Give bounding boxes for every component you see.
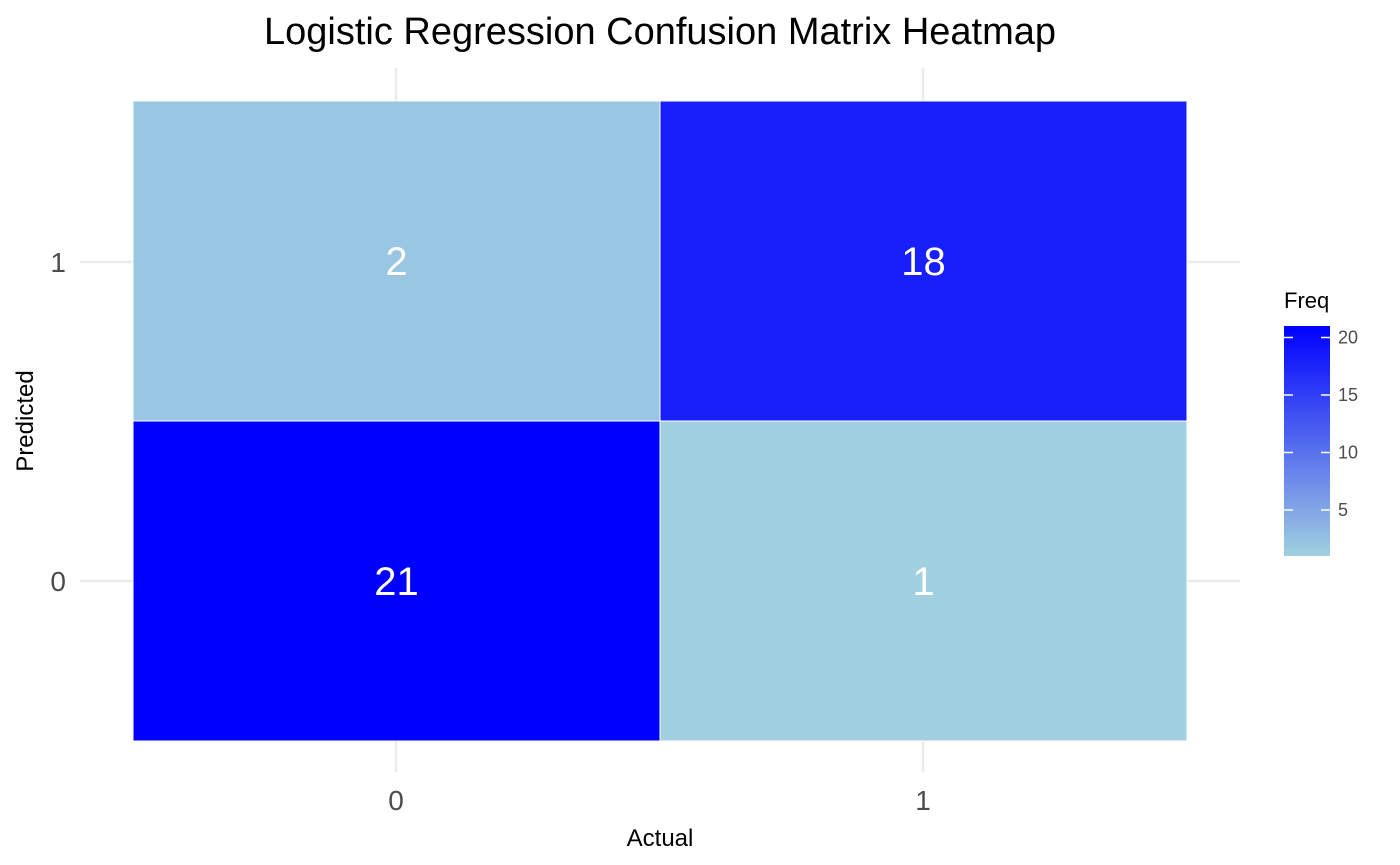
heatmap-cells (132, 100, 1188, 742)
cell-value-label: 18 (901, 240, 946, 284)
y-axis-ticks: 01 (50, 247, 66, 597)
cell-value-label: 2 (385, 240, 407, 284)
chart-title: Logistic Regression Confusion Matrix Hea… (264, 11, 1056, 53)
x-tick-label: 0 (388, 785, 404, 816)
legend-colorbar (1284, 326, 1330, 556)
heatmap-cell (659, 420, 1188, 742)
color-legend: Freq 5 10 15 20 (1284, 288, 1358, 556)
heatmap-cell (132, 100, 661, 422)
cell-labels: 21 1 2 18 (374, 240, 946, 604)
legend-tick-label: 10 (1338, 443, 1358, 463)
cell-value-label: 21 (374, 560, 419, 604)
legend-title: Freq (1284, 288, 1329, 313)
y-axis-title: Predicted (12, 370, 39, 471)
x-tick-label: 1 (915, 785, 931, 816)
legend-ticks: 5 10 15 20 (1284, 328, 1358, 520)
y-tick-label: 1 (50, 247, 66, 278)
cell-value-label: 1 (912, 560, 934, 604)
y-tick-label: 0 (50, 566, 66, 597)
heatmap-cell (132, 420, 661, 742)
legend-tick-label: 5 (1338, 500, 1348, 520)
legend-tick-label: 20 (1338, 328, 1358, 348)
heatmap-cell (659, 100, 1188, 422)
legend-tick-label: 15 (1338, 385, 1358, 405)
x-axis-title: Actual (627, 825, 694, 852)
